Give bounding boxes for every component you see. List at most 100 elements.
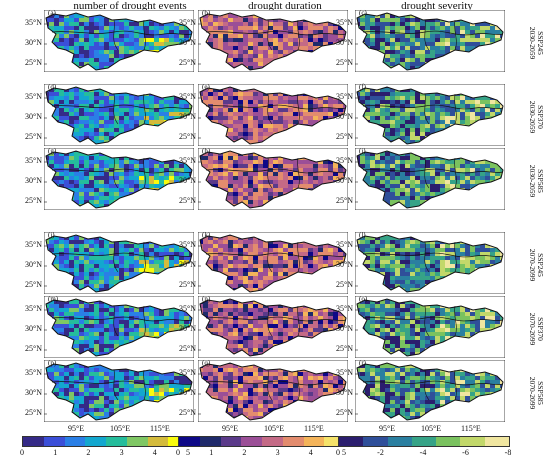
map-panel: (m): [44, 295, 194, 358]
basin-map: [355, 232, 505, 294]
latitude-label: 35°N: [336, 92, 353, 101]
colorbar-swatch: [179, 437, 200, 446]
latitude-label: 35°N: [336, 156, 353, 165]
colorbar-tick-label: 2: [86, 448, 91, 457]
column-title-events: number of drought events: [73, 0, 187, 12]
latitude-label: 35°N: [25, 18, 42, 27]
period-range: 2070-2099: [528, 376, 537, 410]
scenario-name: SSP370: [536, 105, 545, 129]
map-panel: (e): [198, 83, 348, 146]
row-scenario-label: SSP245 2070-2099: [528, 232, 546, 294]
panel-label: (e): [202, 83, 210, 91]
row-scenario-label: SSP585 2030-2059: [528, 148, 546, 210]
latitude-label: 30°N: [25, 388, 42, 397]
column-title-duration: drought duration: [248, 0, 322, 12]
colorbar-swatch: [324, 437, 345, 446]
map-panel: (q): [198, 359, 348, 422]
colorbar-swatch: [85, 437, 106, 446]
latitude-label: 30°N: [179, 260, 196, 269]
period-range: 2070-2099: [528, 312, 537, 346]
panel-label: (g): [48, 147, 57, 155]
panel-label: (j): [48, 231, 55, 239]
longitude-label: 115°E: [461, 424, 481, 433]
period-range: 2030-2059: [528, 26, 537, 60]
latitude-label: 25°N: [25, 58, 42, 67]
basin-map: [198, 10, 348, 72]
column-title-severity: drought severity: [401, 0, 473, 12]
colorbar-swatch: [126, 437, 148, 446]
basin-map: [198, 84, 348, 146]
latitude-label: 25°N: [25, 344, 42, 353]
latitude-label: 25°N: [336, 280, 353, 289]
scenario-name: SSP585: [536, 381, 545, 405]
basin-map: [355, 360, 505, 422]
latitude-label: 30°N: [336, 176, 353, 185]
latitude-label: 35°N: [179, 368, 196, 377]
map-panel: (g): [44, 147, 194, 210]
colorbar-tick-label: 4: [308, 448, 313, 457]
colorbar-tick-label: -4: [419, 448, 427, 457]
latitude-label: 30°N: [179, 324, 196, 333]
basin-map: [44, 148, 194, 210]
panel-label: (c): [359, 9, 367, 17]
panel-label: (h): [202, 147, 211, 155]
map-panel: (f): [355, 83, 505, 146]
colorbar-swatch: [23, 437, 44, 446]
latitude-label: 25°N: [179, 408, 196, 417]
period-range: 2030-2059: [528, 100, 537, 134]
scenario-name: SSP585: [536, 169, 545, 193]
latitude-label: 30°N: [336, 324, 353, 333]
latitude-label: 25°N: [336, 196, 353, 205]
basin-map: [44, 360, 194, 422]
colorbar-swatch: [262, 437, 283, 446]
latitude-label: 25°N: [25, 132, 42, 141]
colorbar-tick-label: 5: [186, 448, 190, 457]
row-scenario-label: SSP245 2030-2059: [528, 10, 546, 72]
latitude-label: 35°N: [179, 240, 196, 249]
map-panel: (i): [355, 147, 505, 210]
latitude-label: 25°N: [336, 408, 353, 417]
colorbar-swatch: [460, 437, 485, 446]
colorbar-swatch: [303, 437, 325, 446]
panel-label: (n): [202, 295, 211, 303]
latitude-label: 25°N: [179, 132, 196, 141]
panel-label: (i): [359, 147, 366, 155]
latitude-label: 25°N: [179, 280, 196, 289]
latitude-label: 30°N: [25, 38, 42, 47]
panel-label: (l): [359, 231, 366, 239]
period-range: 2070-2099: [528, 248, 537, 282]
colorbar-tick-label: 0: [336, 448, 340, 457]
panel-label: (a): [48, 9, 56, 17]
colorbar-swatch: [147, 437, 169, 446]
latitude-label: 30°N: [179, 176, 196, 185]
basin-map: [198, 148, 348, 210]
latitude-label: 30°N: [336, 38, 353, 47]
map-panel: (d): [44, 83, 194, 146]
latitude-label: 25°N: [25, 280, 42, 289]
latitude-label: 25°N: [179, 196, 196, 205]
colorbar-swatch: [411, 437, 437, 446]
panel-label: (f): [359, 83, 366, 91]
colorbar-tick-label: -6: [462, 448, 469, 457]
latitude-label: 30°N: [179, 112, 196, 121]
colorbar-tick-label: 2: [242, 448, 247, 457]
colorbar: [178, 436, 346, 447]
latitude-label: 30°N: [179, 38, 196, 47]
panel-label: (m): [48, 295, 59, 303]
panel-label: (p): [48, 359, 57, 367]
colorbar-swatch: [241, 437, 262, 446]
latitude-label: 35°N: [336, 304, 353, 313]
map-panel: (r): [355, 359, 505, 422]
colorbar-swatch: [199, 437, 221, 446]
basin-map: [44, 296, 194, 358]
panel-label: (k): [202, 231, 211, 239]
map-panel: (p): [44, 359, 194, 422]
latitude-label: 35°N: [25, 304, 42, 313]
latitude-label: 25°N: [336, 58, 353, 67]
longitude-label: 95°E: [68, 424, 85, 433]
latitude-label: 25°N: [179, 344, 196, 353]
panel-label: (o): [359, 295, 368, 303]
colorbar-tick-label: 5: [342, 448, 346, 457]
basin-map: [44, 10, 194, 72]
basin-map: [44, 84, 194, 146]
